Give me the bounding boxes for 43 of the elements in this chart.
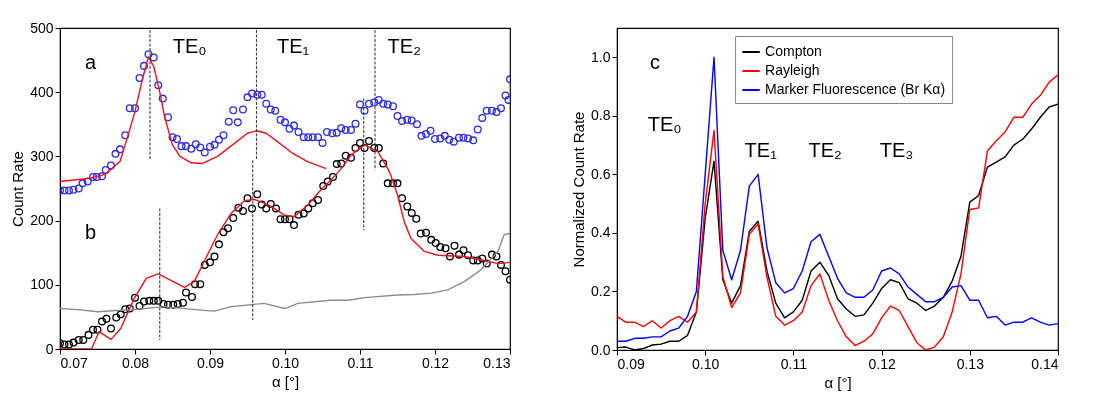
annotation: c — [649, 51, 660, 74]
x-tick-label: 0.13 — [956, 355, 985, 372]
x-axis-title: α [°] — [824, 373, 852, 391]
annotation: TE₁ — [744, 139, 778, 161]
y-axis-title: Count Rate — [9, 151, 27, 227]
y-axis-title: Normalized Count Rate — [570, 111, 588, 268]
y-tick-label: 0.0 — [591, 341, 611, 358]
y-tick-label: 1.0 — [591, 48, 611, 65]
x-tick-label: 0.14 — [1031, 355, 1059, 372]
y-tick-label: 200 — [30, 212, 54, 229]
annotation: a — [85, 51, 98, 74]
y-tick-label: 0.2 — [591, 282, 611, 299]
legend-label: Rayleigh — [765, 62, 820, 78]
y-tick-label: 0.6 — [591, 165, 611, 182]
y-tick-label: 300 — [30, 147, 54, 164]
y-tick-label: 500 — [30, 19, 54, 36]
legend-label: Compton — [765, 43, 822, 59]
y-tick-label: 0 — [45, 340, 54, 357]
y-tick-label: 100 — [30, 276, 54, 293]
x-tick-label: 0.10 — [692, 355, 720, 372]
annotation: TE₁ — [276, 35, 310, 58]
x-tick-label: 0.09 — [617, 355, 645, 372]
annotation: TE₀ — [172, 35, 207, 58]
x-axis-title: α [°] — [271, 372, 300, 390]
x-tick-label: 0.07 — [60, 354, 88, 371]
x-tick-label: 0.13 — [483, 354, 511, 371]
x-tick-label: 0.11 — [780, 355, 808, 372]
annotation: TE₂ — [387, 35, 421, 58]
line-series — [60, 56, 327, 183]
x-tick-label: 0.12 — [868, 355, 896, 372]
x-tick-label: 0.09 — [196, 354, 225, 371]
x-tick-label: 0.10 — [271, 354, 300, 371]
y-tick-label: 0.8 — [591, 107, 611, 124]
annotation: TE₃ — [879, 139, 914, 161]
x-tick-label: 0.12 — [421, 354, 450, 371]
y-tick-label: 0.4 — [591, 224, 611, 241]
x-tick-label: 0.11 — [347, 354, 374, 371]
annotation: TE₂ — [808, 139, 842, 161]
annotation: b — [85, 220, 97, 243]
legend-label: Marker Fluorescence (Br Kα) — [765, 81, 946, 97]
y-tick-label: 400 — [30, 83, 54, 100]
annotation: TE₀ — [647, 112, 682, 135]
x-tick-label: 0.08 — [121, 354, 150, 371]
